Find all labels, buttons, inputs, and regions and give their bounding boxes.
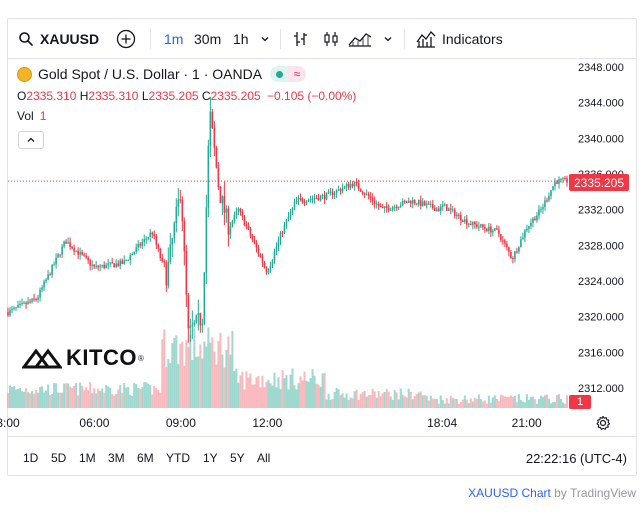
toolbar-divider <box>280 29 281 49</box>
area-chart-icon <box>348 33 372 47</box>
toolbar-divider <box>404 29 405 49</box>
plus-circle-icon <box>116 29 136 49</box>
collapse-legend-button[interactable] <box>18 131 44 149</box>
market-open-icon <box>270 66 289 82</box>
gear-icon[interactable] <box>595 415 611 431</box>
timeframe-1m[interactable]: 1m <box>164 31 184 47</box>
range-5y[interactable]: 5Y <box>230 451 245 465</box>
range-5d[interactable]: 5D <box>51 451 67 465</box>
area-style-button[interactable] <box>348 27 372 51</box>
symbol-search[interactable]: XAUUSD <box>18 27 99 51</box>
chart-frame <box>7 18 637 476</box>
range-1y[interactable]: 1Y <box>203 451 218 465</box>
indicators-label: Indicators <box>442 31 503 47</box>
ohlc-values: O2335.310 H2335.310 L2335.205 C2335.205 … <box>17 89 356 103</box>
chart-style-dropdown[interactable] <box>383 27 393 51</box>
volume-tag: 1 <box>569 395 591 409</box>
low-label: L <box>141 89 149 103</box>
range-1d[interactable]: 1D <box>23 451 39 465</box>
search-icon <box>19 32 33 46</box>
kitco-mark-icon <box>22 348 62 369</box>
symbol-label: XAUUSD <box>40 31 100 47</box>
gold-coin-icon <box>17 66 32 82</box>
indicators-button[interactable]: Indicators <box>416 27 503 51</box>
chevron-down-icon <box>384 37 392 42</box>
timeframe-1h[interactable]: 1h <box>233 31 249 47</box>
indicators-icon <box>416 30 436 48</box>
last-price-tag: 2335.205 <box>569 174 629 191</box>
high-label: H <box>79 89 89 103</box>
registered-mark: ® <box>137 353 144 363</box>
open-value: 2335.310 <box>26 89 77 103</box>
chevron-up-icon <box>27 137 35 142</box>
compare-symbol-button[interactable] <box>116 27 136 51</box>
candles-style-button[interactable] <box>322 27 340 51</box>
kitco-wordmark: KITCO <box>66 345 137 370</box>
tradingview-attribution[interactable]: XAUUSD Chart by TradingView <box>468 486 636 500</box>
chevron-down-icon <box>261 37 269 42</box>
kitco-logo: KITCO ® <box>22 345 144 371</box>
series-legend: Gold Spot / U.S. Dollar · 1 · OANDA ≈ <box>17 66 307 82</box>
symbol-chart-link[interactable]: XAUUSD Chart <box>468 486 551 500</box>
range-1m[interactable]: 1M <box>79 451 96 465</box>
timeframe-dropdown[interactable] <box>260 27 270 51</box>
toolbar-divider <box>150 29 151 49</box>
candles-icon <box>324 32 338 46</box>
close-value: 2335.205 <box>210 89 261 103</box>
range-ytd[interactable]: YTD <box>166 451 190 465</box>
close-label: C <box>201 89 211 103</box>
volume-label: Vol <box>17 109 34 123</box>
timeframe-30m[interactable]: 30m <box>194 31 222 47</box>
volume-legend: Vol 1 <box>17 109 46 123</box>
market-status-pill[interactable]: ≈ <box>270 66 307 82</box>
low-value: 2335.205 <box>148 89 199 103</box>
data-delay-icon: ≈ <box>288 66 307 82</box>
bar-style-button[interactable] <box>292 27 310 51</box>
open-label: O <box>17 89 27 103</box>
range-3m[interactable]: 3M <box>108 451 125 465</box>
bars-icon <box>294 32 307 46</box>
range-6m[interactable]: 6M <box>137 451 154 465</box>
series-title: Gold Spot / U.S. Dollar · 1 · OANDA <box>38 66 263 82</box>
range-all[interactable]: All <box>257 451 271 465</box>
attribution-by: by TradingView <box>554 486 636 500</box>
volume-value: 1 <box>39 109 47 123</box>
range-bar: 1D 5D 1M 3M 6M YTD 1Y 5Y All 22:22:16 (U… <box>8 436 636 475</box>
change-value: −0.105 (−0.00%) <box>267 89 357 103</box>
chart-toolbar: XAUUSD 1m 30m 1h <box>8 19 636 59</box>
clock-timezone[interactable]: 22:22:16 (UTC-4) <box>525 451 627 466</box>
high-value: 2335.310 <box>88 89 139 103</box>
